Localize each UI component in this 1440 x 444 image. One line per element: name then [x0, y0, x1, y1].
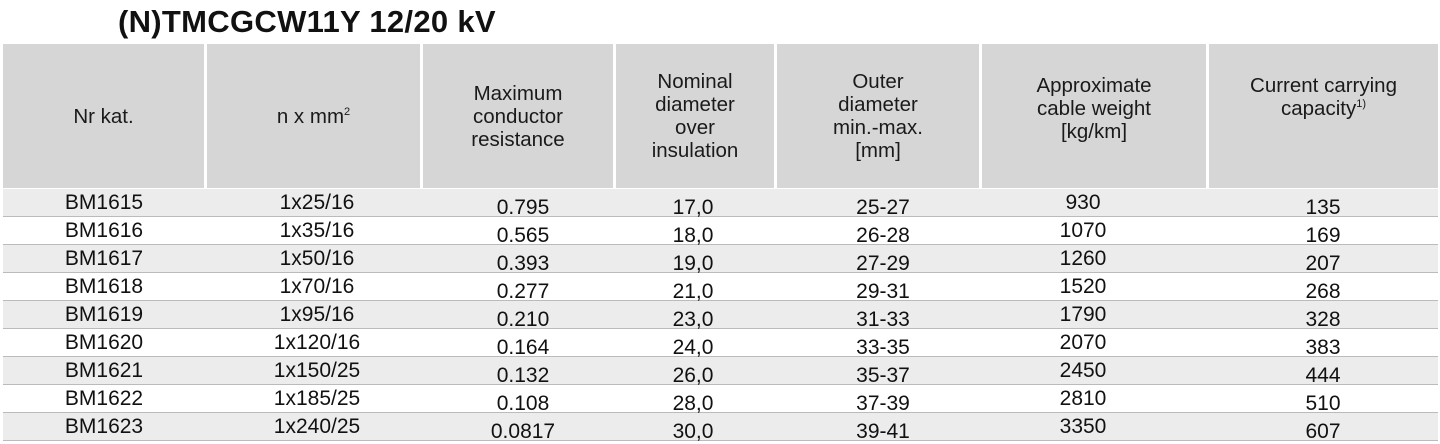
cell-weight: 930	[1065, 191, 1101, 214]
cell-nominal-diameter: 24,0	[672, 336, 714, 359]
cell-outer-diameter: 35-37	[856, 364, 910, 387]
cell-size: 1x95/16	[279, 303, 355, 326]
header-nr-kat-label: Nr kat.	[73, 104, 134, 128]
cell-nr-kat: BM1622	[64, 387, 144, 410]
cell-nominal-diameter: 30,0	[672, 420, 714, 443]
cell-size: 1x185/25	[273, 387, 361, 410]
cell-size: 1x35/16	[279, 219, 355, 242]
header-size: n x mm2	[207, 44, 420, 188]
cell-outer-diameter: 33-35	[856, 336, 910, 359]
cell-size: 1x70/16	[279, 275, 355, 298]
header-current-capacity: Current carrying capacity1)	[1209, 44, 1438, 188]
page-title: (N)TMCGCW11Y 12/20 kV	[118, 4, 496, 39]
cell-current: 268	[1305, 280, 1341, 303]
cell-outer-diameter: 27-29	[856, 252, 910, 275]
cell-size: 1x150/25	[273, 359, 361, 382]
cell-nr-kat: BM1616	[64, 219, 144, 242]
cell-outer-diameter: 29-31	[856, 280, 910, 303]
table-row: BM1620 1x120/16 0.164 24,0 33-35 2070 38…	[3, 329, 1438, 359]
cell-resistance: 0.795	[496, 196, 550, 219]
cell-weight: 2810	[1059, 387, 1107, 410]
header-nr-kat: Nr kat.	[3, 44, 204, 188]
cell-current: 383	[1305, 336, 1341, 359]
table-row: BM1619 1x95/16 0.210 23,0 31-33 1790 328	[3, 301, 1438, 331]
cell-resistance: 0.164	[496, 336, 550, 359]
cell-size: 1x120/16	[273, 331, 361, 354]
cell-nr-kat: BM1621	[64, 359, 144, 382]
cell-size: 1x50/16	[279, 247, 355, 270]
header-size-text: n x mm	[276, 104, 345, 128]
header-max-resistance: Maximum conductor resistance	[423, 44, 613, 188]
cell-current: 510	[1305, 392, 1341, 415]
cell-outer-diameter: 39-41	[856, 420, 910, 443]
header-nominal-diameter-label: Nominal diameter over insulation	[651, 70, 739, 162]
cell-resistance: 0.108	[496, 392, 550, 415]
cell-current: 169	[1305, 224, 1341, 247]
header-max-resistance-label: Maximum conductor resistance	[471, 81, 565, 151]
cell-current: 444	[1305, 364, 1341, 387]
cell-nominal-diameter: 18,0	[672, 224, 714, 247]
cell-weight: 3350	[1059, 415, 1107, 438]
cell-nr-kat: BM1619	[64, 303, 144, 326]
header-size-label: n x mm2	[277, 105, 350, 128]
cell-resistance: 0.210	[496, 308, 550, 331]
cell-nr-kat: BM1617	[64, 247, 144, 270]
header-outer-diameter: Outer diameter min.-max. [mm]	[777, 44, 979, 188]
cell-weight: 1070	[1059, 219, 1107, 242]
cell-size: 1x25/16	[279, 191, 355, 214]
header-outer-diameter-label: Outer diameter min.-max. [mm]	[833, 70, 923, 162]
table-body: BM1615 1x25/16 0.795 17,0 25-27 930 135 …	[3, 189, 1438, 443]
cell-nr-kat: BM1623	[64, 415, 144, 438]
table-row: BM1617 1x50/16 0.393 19,0 27-29 1260 207	[3, 245, 1438, 275]
cell-resistance: 0.0817	[490, 420, 556, 443]
cell-resistance: 0.132	[496, 364, 550, 387]
cell-outer-diameter: 31-33	[856, 308, 910, 331]
cell-resistance: 0.565	[496, 224, 550, 247]
cell-nominal-diameter: 19,0	[672, 252, 714, 275]
table-row: BM1623 1x240/25 0.0817 30,0 39-41 3350 6…	[3, 413, 1438, 443]
cell-nr-kat: BM1615	[64, 191, 144, 214]
cell-outer-diameter: 25-27	[856, 196, 910, 219]
cell-weight: 1790	[1059, 303, 1107, 326]
cell-nr-kat: BM1620	[64, 331, 144, 354]
cell-nr-kat: BM1618	[64, 275, 144, 298]
header-size-sup: 2	[344, 105, 351, 118]
cell-current: 135	[1305, 196, 1341, 219]
table-header: Nr kat. n x mm2 Maximum conductor resist…	[3, 44, 1438, 188]
header-current-text: Current carrying capacity	[1250, 74, 1397, 120]
table-row: BM1621 1x150/25 0.132 26,0 35-37 2450 44…	[3, 357, 1438, 387]
cell-nominal-diameter: 23,0	[672, 308, 714, 331]
cell-weight: 2070	[1059, 331, 1107, 354]
cell-current: 607	[1305, 420, 1341, 443]
cell-nominal-diameter: 21,0	[672, 280, 714, 303]
table-row: BM1618 1x70/16 0.277 21,0 29-31 1520 268	[3, 273, 1438, 303]
cell-current: 328	[1305, 308, 1341, 331]
cell-weight: 1520	[1059, 275, 1107, 298]
cell-resistance: 0.277	[496, 280, 550, 303]
header-current-capacity-label: Current carrying capacity1)	[1250, 74, 1397, 120]
header-nominal-diameter: Nominal diameter over insulation	[616, 44, 774, 188]
table-row: BM1615 1x25/16 0.795 17,0 25-27 930 135	[3, 189, 1438, 219]
cell-current: 207	[1305, 252, 1341, 275]
cell-weight: 2450	[1059, 359, 1107, 382]
cell-nominal-diameter: 17,0	[672, 196, 714, 219]
cell-nominal-diameter: 26,0	[672, 364, 714, 387]
table-row: BM1622 1x185/25 0.108 28,0 37-39 2810 51…	[3, 385, 1438, 415]
header-weight: Approximate cable weight [kg/km]	[982, 44, 1206, 188]
table-row: BM1616 1x35/16 0.565 18,0 26-28 1070 169	[3, 217, 1438, 247]
cell-nominal-diameter: 28,0	[672, 392, 714, 415]
cell-resistance: 0.393	[496, 252, 550, 275]
cell-outer-diameter: 37-39	[856, 392, 910, 415]
header-current-sup: 1)	[1356, 98, 1366, 111]
cell-size: 1x240/25	[273, 415, 361, 438]
header-weight-label: Approximate cable weight [kg/km]	[1036, 74, 1152, 143]
cell-weight: 1260	[1059, 247, 1107, 270]
cell-outer-diameter: 26-28	[856, 224, 910, 247]
